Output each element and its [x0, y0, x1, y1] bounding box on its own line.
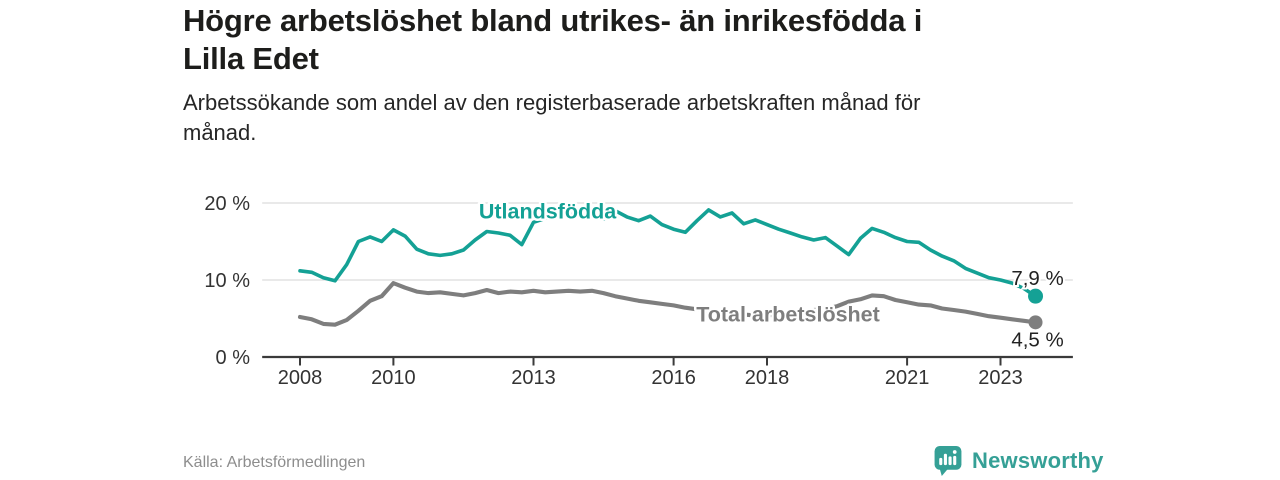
y-tick-label-10: 10 %	[204, 270, 250, 292]
newsworthy-logo: Newsworthy	[933, 445, 1104, 476]
page-title: Högre arbetslöshet bland utrikes- än inr…	[183, 2, 1103, 78]
series-line-utlandsfodda	[298, 208, 1038, 299]
series-label-total-arbetsloshet: Total arbetslöshet	[696, 302, 880, 326]
chart-subtitle-line-1: Arbetssökande som andel av den registerb…	[183, 90, 921, 115]
x-tick-label-2021: 2021	[885, 367, 930, 389]
x-tick-label-2023: 2023	[978, 367, 1023, 389]
series-end-dot-total-arbetsloshet	[1028, 315, 1043, 330]
x-tick-label-2018: 2018	[745, 367, 790, 389]
x-tick-label-2013: 2013	[511, 367, 556, 389]
y-tick-label-0: 0 %	[216, 347, 251, 369]
series-label-utlandsfodda: Utlandsfödda	[479, 199, 617, 223]
bar-chart-bubble-icon	[934, 446, 962, 476]
chart-subtitle: Arbetssökande som andel av den registerb…	[183, 88, 1083, 148]
page-title-line-2: Lilla Edet	[183, 41, 319, 76]
x-tick-label-2008: 2008	[278, 367, 323, 389]
x-tick-label-2016: 2016	[651, 367, 696, 389]
page-title-line-1: Högre arbetslöshet bland utrikes- än inr…	[183, 3, 923, 38]
brand-name: Newsworthy	[972, 447, 1104, 473]
source-attribution: Källa: Arbetsförmedlingen	[183, 454, 366, 471]
chart-subtitle-line-2: månad.	[183, 120, 257, 145]
series-line-total-arbetsloshet	[297, 281, 1038, 327]
series-end-dot-utlandsfodda	[1028, 288, 1044, 304]
x-tick-label-2010: 2010	[371, 367, 416, 389]
y-tick-label-20: 20 %	[204, 193, 250, 215]
end-value-label-utlandsfodda: 7,9 %	[1011, 267, 1063, 290]
end-value-label-total-arbetsloshet: 4,5 %	[1011, 328, 1063, 351]
